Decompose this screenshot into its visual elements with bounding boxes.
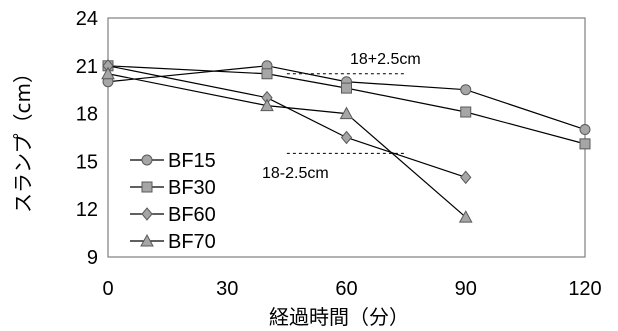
- x-tick-label: 30: [216, 278, 238, 300]
- y-axis-ticks: 9 12 15 18 21 24: [76, 8, 98, 269]
- data-point: [340, 130, 353, 145]
- data-point: [261, 68, 273, 80]
- data-point: [260, 98, 274, 112]
- data-point: [460, 106, 472, 118]
- legend-item: BF30: [130, 177, 216, 199]
- y-tick-label: 24: [76, 8, 98, 30]
- x-tick-label: 120: [568, 278, 601, 300]
- reference-label: 18-2.5cm: [262, 165, 329, 182]
- legend-label: BF15: [168, 150, 216, 172]
- legend: BF15 BF30 BF60 BF70: [130, 150, 216, 253]
- x-axis-ticks: 0 30 60 90 120: [102, 278, 601, 300]
- data-point: [458, 210, 473, 223]
- legend-marker: [141, 154, 153, 166]
- data-point: [460, 84, 472, 96]
- legend-marker: [141, 181, 153, 193]
- series-bf15: [102, 60, 591, 136]
- reference-annotations: 18+2.5cm 18-2.5cm: [262, 51, 421, 182]
- series-bf70: [101, 66, 473, 223]
- x-axis-title: 経過時間（分）: [269, 305, 409, 329]
- legend-marker: [141, 207, 153, 221]
- data-point: [460, 170, 472, 185]
- x-tick-label: 0: [102, 278, 113, 300]
- data-point: [579, 138, 591, 150]
- y-axis-title: スランプ（cm）: [11, 63, 35, 213]
- data-point: [579, 124, 591, 136]
- series-group: [101, 59, 591, 223]
- data-point: [339, 106, 354, 120]
- reference-label: 18+2.5cm: [350, 51, 421, 68]
- series-line: [107, 65, 466, 178]
- x-tick-label: 90: [455, 278, 477, 300]
- legend-label: BF30: [168, 177, 216, 199]
- series-line: [107, 65, 586, 131]
- series-line: [107, 73, 467, 218]
- x-tick-label: 60: [335, 278, 357, 300]
- legend-label: BF70: [168, 231, 216, 253]
- legend-label: BF60: [168, 204, 216, 226]
- y-tick-label: 9: [87, 247, 98, 269]
- plot-frame: [107, 17, 586, 258]
- legend-marker: [140, 233, 154, 247]
- y-tick-label: 15: [76, 151, 98, 173]
- legend-item: BF15: [130, 150, 216, 172]
- y-tick-label: 12: [76, 199, 98, 221]
- y-tick-label: 18: [76, 104, 98, 126]
- legend-item: BF60: [130, 204, 216, 226]
- y-tick-label: 21: [76, 56, 98, 78]
- data-point: [101, 66, 115, 80]
- data-point: [341, 82, 352, 94]
- series-bf60: [102, 59, 472, 185]
- legend-item: BF70: [130, 231, 216, 253]
